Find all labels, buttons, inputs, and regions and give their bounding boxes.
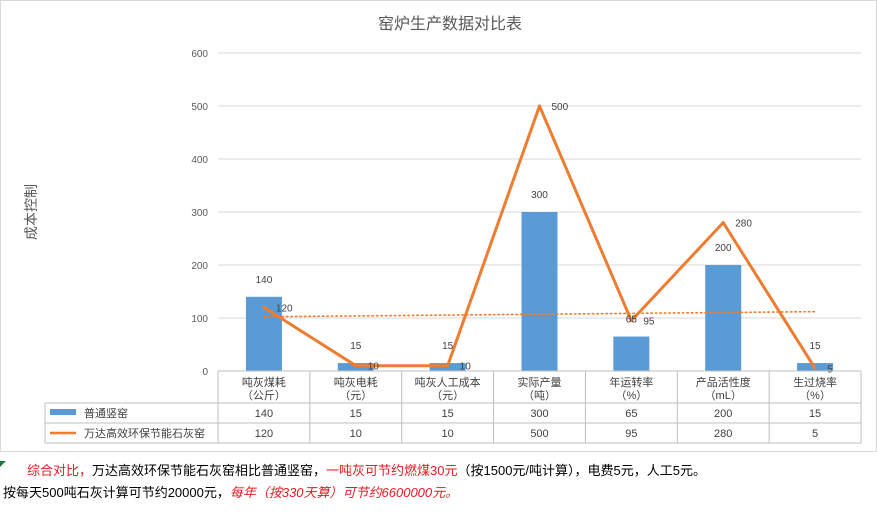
x-category-label-6: 生过烧率: [793, 375, 837, 389]
line-point-3: [538, 104, 541, 108]
note-daily-saving: 按每天500吨石灰计算可节约20000元，: [3, 485, 230, 500]
bar-value-label-1: 15: [350, 341, 362, 352]
line-value-label-1: 10: [368, 362, 380, 373]
y-tick-label-200: 200: [191, 261, 208, 272]
table-bar-value-6: 15: [809, 408, 821, 420]
legend-key-bar: [50, 409, 76, 415]
table-bar-value-0: 140: [255, 408, 273, 420]
x-category-label-2: 吨灰人工成本: [415, 375, 481, 389]
line-value-label-4: 95: [643, 317, 655, 328]
x-category-unit-1: （元）: [339, 389, 372, 402]
x-category-label-0: 吨灰煤耗: [242, 375, 286, 389]
line-point-1: [354, 364, 358, 368]
chart-title: 窑炉生产数据对比表: [378, 15, 522, 33]
note-summary-label: 综合对比，: [27, 463, 93, 478]
x-category-label-1: 吨灰电耗: [334, 375, 378, 389]
table-line-value-4: 95: [625, 428, 637, 440]
note-coal-saving: 一吨灰可节约燃煤30元: [326, 463, 458, 478]
line-value-label-2: 10: [460, 362, 472, 373]
bar-value-label-3: 300: [531, 190, 548, 201]
chart-svg: 0 100 200 300 400 500 600 140 15 15 300 65 200 15 120…: [0, 0, 877, 452]
table-bar-value-4: 65: [625, 408, 637, 420]
table-bar-value-1: 15: [350, 408, 362, 420]
table-line-value-0: 120: [255, 428, 273, 440]
table-bar-value-3: 300: [530, 408, 548, 420]
line-value-label-5: 280: [735, 219, 752, 230]
bar-value-label-4: 65: [626, 315, 638, 326]
x-category-unit-4: （%）: [615, 389, 647, 402]
bar-value-label-5: 200: [715, 243, 732, 254]
line-point-6: [813, 366, 817, 370]
note-cost-detail: （按1500元/吨计算），电费5元，人工5元。: [457, 463, 707, 478]
summary-note: 综合对比，万达高效环保节能石灰窑相比普通竖窑，一吨灰可节约燃煤30元（按1500…: [3, 460, 874, 510]
bar-value-label-2: 15: [442, 341, 454, 352]
table-line-value-6: 5: [812, 428, 818, 440]
line-point-5: [721, 221, 725, 225]
note-comparison: 万达高效环保节能石灰窑相比普通竖窑，: [92, 463, 327, 478]
x-category-label-4: 年运转率: [609, 375, 653, 389]
table-line-value-3: 500: [530, 428, 548, 440]
y-axis-label: 成本控制: [23, 184, 39, 240]
line-value-label-0: 120: [276, 303, 293, 314]
y-tick-label-100: 100: [191, 314, 208, 325]
table-bar-value-5: 200: [714, 408, 732, 420]
bar-4: [613, 336, 650, 371]
x-category-label-3: 实际产量: [518, 375, 562, 389]
x-category-unit-0: （公斤）: [242, 389, 286, 402]
table-line-value-5: 280: [714, 428, 732, 440]
line-value-label-3: 500: [552, 102, 569, 113]
bar-value-label-0: 140: [256, 275, 273, 286]
legend-label-bar: 普通竖窑: [84, 406, 128, 420]
x-category-unit-3: （吨）: [523, 389, 556, 402]
line-point-0: [262, 305, 266, 309]
x-category-unit-6: （%）: [799, 389, 831, 402]
table-bar-value-2: 15: [442, 408, 454, 420]
y-tick-label-500: 500: [191, 102, 208, 113]
bar-trendline: [263, 310, 816, 318]
y-tick-label-400: 400: [191, 155, 208, 166]
line-point-4: [629, 319, 633, 323]
x-category-label-5: 产品活性度: [696, 375, 751, 389]
note-annual-saving: 每年（按330天算）可节约6600000元。: [229, 485, 459, 500]
x-category-unit-2: （元）: [431, 389, 464, 402]
y-tick-label-300: 300: [191, 208, 208, 219]
bar-3: [521, 212, 558, 371]
y-tick-label-600: 600: [191, 49, 208, 60]
line-value-label-6: 5: [827, 364, 833, 375]
cell-corner-marker: [0, 454, 6, 467]
y-tick-label-0: 0: [202, 367, 208, 378]
chart-frame: 0 100 200 300 400 500 600 140 15 15 300 65 200 15 120…: [0, 0, 877, 452]
line-point-2: [446, 364, 450, 368]
table-line-value-1: 10: [350, 428, 362, 440]
legend-label-line: 万达高效环保节能石灰窑: [84, 426, 205, 440]
bar-5: [705, 265, 742, 371]
table-line-value-2: 10: [442, 428, 454, 440]
x-category-unit-5: （mL）: [705, 389, 742, 402]
bar-value-label-6: 15: [810, 341, 822, 352]
